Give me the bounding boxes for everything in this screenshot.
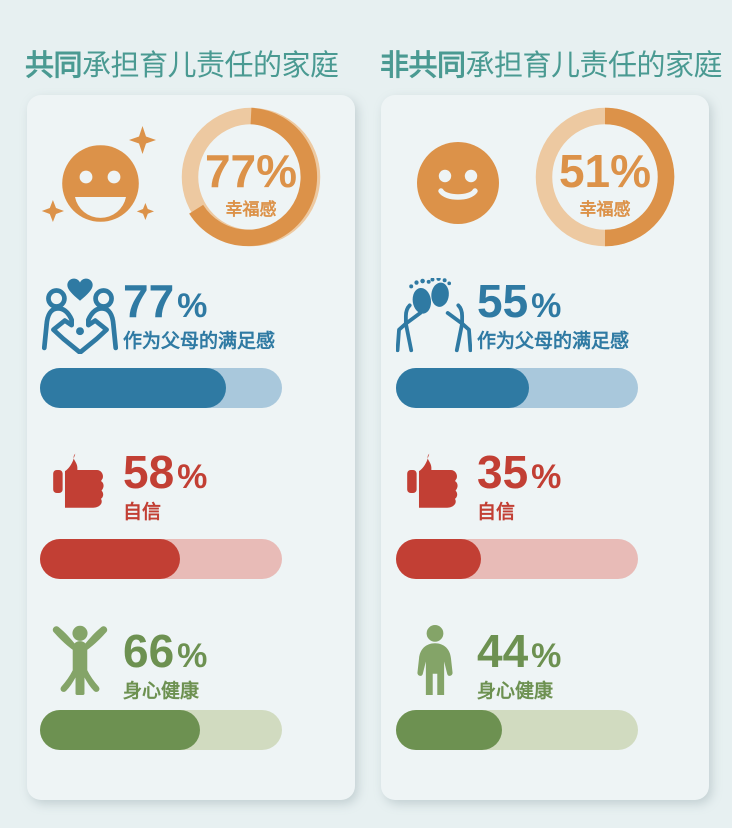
svg-text:51%: 51% [559,145,651,197]
svg-text:幸福感: 幸福感 [580,199,631,219]
svg-text:幸福感: 幸福感 [226,199,277,219]
svg-text:77%: 77% [205,145,297,197]
